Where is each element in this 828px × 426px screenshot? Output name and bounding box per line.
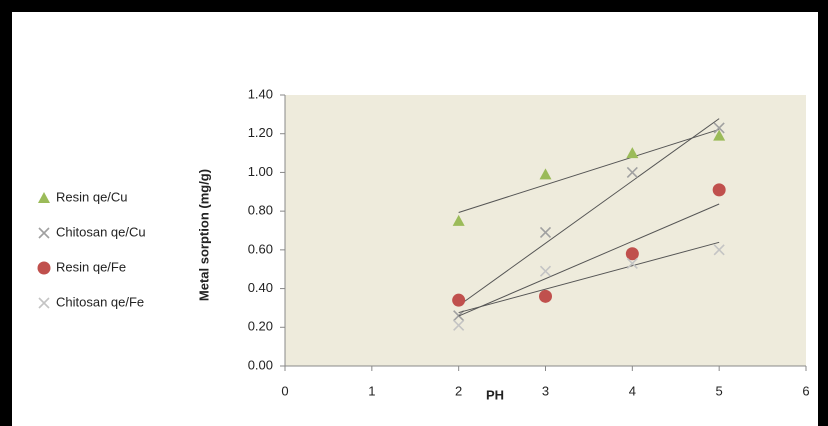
data-point [539,265,552,277]
legend-label: Chitosan qe/Fe [56,294,144,309]
legend-label: Resin qe/Cu [56,189,128,204]
data-point [453,319,465,331]
y-tick-label: 0.80 [248,203,273,218]
x-tick-label: 0 [281,383,288,398]
data-point [626,257,638,269]
x-tick-label: 3 [542,383,549,398]
x-tick-label: 1 [368,383,375,398]
y-tick-label: 1.20 [248,125,273,140]
trendline [458,203,720,317]
data-point [713,244,725,256]
y-tick-label: 0.00 [248,357,273,372]
data-point [539,226,552,239]
data-point [626,166,638,178]
y-tick-label: 1.00 [248,164,273,179]
legend-marker [38,192,50,203]
legend-marker [38,227,50,239]
data-point [626,147,639,159]
y-tick-label: 0.60 [248,241,273,256]
data-point [539,168,552,180]
trendline [458,118,720,307]
data-point [452,214,465,226]
x-tick-label: 6 [802,383,809,398]
x-axis-label: PH [486,387,504,402]
data-point [713,129,726,141]
trendline [458,128,720,213]
legend-label: Resin qe/Fe [56,259,126,274]
trendline [458,241,720,314]
y-tick-label: 1.40 [248,86,273,101]
data-point [625,247,639,261]
legend-marker [37,261,51,275]
x-tick-label: 4 [629,383,636,398]
y-tick-label: 0.40 [248,280,273,295]
legend-label: Chitosan qe/Cu [56,224,146,239]
data-point [712,183,726,197]
legend-marker [38,297,50,309]
y-axis-label: Metal sorption (mg/g) [196,169,211,301]
data-point [452,293,466,307]
data-point [539,289,552,303]
data-point [713,122,725,134]
x-tick-label: 2 [455,383,462,398]
x-tick-label: 5 [716,383,723,398]
plot-area [285,95,806,366]
y-tick-label: 0.20 [248,319,273,334]
